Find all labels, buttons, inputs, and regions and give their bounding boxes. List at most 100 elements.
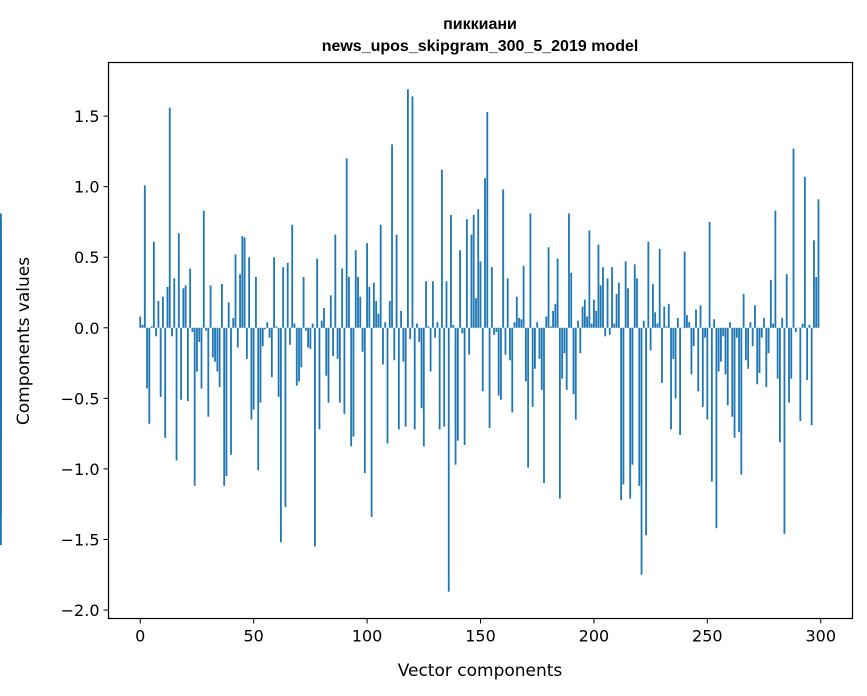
x-tick-label: 250 bbox=[692, 627, 723, 646]
bar bbox=[481, 327, 484, 392]
bar bbox=[143, 185, 146, 328]
bar bbox=[164, 327, 167, 438]
bar bbox=[701, 327, 704, 407]
bar bbox=[717, 327, 720, 372]
bar bbox=[366, 243, 368, 328]
bar bbox=[329, 295, 332, 328]
bar bbox=[799, 327, 802, 421]
bar bbox=[554, 303, 557, 328]
bar bbox=[708, 221, 711, 328]
bar bbox=[422, 327, 425, 447]
bar bbox=[667, 303, 670, 328]
bar bbox=[225, 327, 228, 476]
bar bbox=[293, 323, 296, 328]
plot-frame bbox=[107, 61, 854, 620]
bar bbox=[447, 327, 450, 592]
y-tick-label: 0.0 bbox=[74, 319, 99, 338]
bar bbox=[547, 247, 550, 328]
bar bbox=[241, 236, 244, 328]
bar bbox=[175, 327, 178, 461]
bar bbox=[729, 322, 731, 328]
bar bbox=[570, 272, 573, 328]
bar bbox=[781, 317, 784, 328]
bar bbox=[724, 327, 727, 375]
y-axis-label: Components values bbox=[14, 257, 34, 425]
bar bbox=[683, 251, 686, 328]
bar bbox=[645, 327, 647, 536]
bar bbox=[382, 327, 384, 365]
bar bbox=[289, 327, 291, 345]
bar bbox=[141, 324, 144, 328]
bar bbox=[486, 111, 489, 328]
bar bbox=[679, 327, 682, 436]
bar bbox=[152, 241, 155, 328]
bar bbox=[561, 327, 564, 379]
bar bbox=[697, 327, 700, 392]
bar bbox=[511, 327, 514, 413]
bar bbox=[715, 327, 718, 529]
bar bbox=[663, 306, 666, 328]
bar bbox=[590, 323, 593, 328]
bar bbox=[565, 327, 568, 390]
bar bbox=[640, 327, 643, 575]
bar bbox=[568, 213, 570, 328]
bar bbox=[651, 284, 654, 328]
bar bbox=[810, 327, 813, 426]
bar bbox=[218, 327, 221, 388]
bar bbox=[656, 323, 659, 328]
bar bbox=[465, 219, 468, 328]
bar bbox=[343, 327, 346, 414]
bar bbox=[202, 210, 205, 328]
bar bbox=[348, 277, 350, 328]
bar bbox=[434, 327, 437, 338]
bar bbox=[788, 327, 790, 403]
bar bbox=[504, 327, 507, 355]
y-tick-label: −0.5 bbox=[61, 389, 100, 408]
bar bbox=[558, 327, 561, 499]
bar bbox=[196, 327, 198, 372]
bar bbox=[277, 327, 280, 397]
bar bbox=[674, 327, 677, 399]
bar bbox=[234, 254, 237, 328]
x-tick-label: 50 bbox=[243, 627, 263, 646]
bar bbox=[264, 327, 266, 330]
bar bbox=[379, 224, 382, 328]
bar bbox=[620, 327, 623, 500]
bar bbox=[291, 224, 294, 328]
bar bbox=[404, 327, 407, 427]
bar bbox=[792, 148, 795, 328]
bar bbox=[500, 327, 502, 400]
bar bbox=[813, 240, 815, 328]
bar bbox=[672, 327, 675, 359]
bar bbox=[493, 327, 496, 335]
bar bbox=[747, 327, 750, 369]
bar bbox=[166, 286, 169, 328]
bar bbox=[372, 282, 375, 328]
bar bbox=[180, 327, 182, 400]
bar bbox=[543, 327, 545, 484]
bar bbox=[468, 327, 471, 355]
bar bbox=[350, 327, 353, 447]
bar bbox=[490, 267, 493, 328]
bar bbox=[157, 300, 160, 328]
bar bbox=[506, 278, 509, 328]
chart-title: пиккиани bbox=[443, 16, 517, 33]
bar bbox=[633, 264, 636, 328]
bar bbox=[284, 327, 287, 508]
y-tick-label: −2.0 bbox=[61, 601, 100, 620]
bar bbox=[139, 316, 142, 328]
bar bbox=[325, 327, 328, 376]
y-tick-label: −1.0 bbox=[61, 460, 100, 479]
bar bbox=[186, 327, 189, 402]
bar bbox=[304, 327, 307, 331]
x-tick-label: 100 bbox=[352, 627, 383, 646]
bar bbox=[642, 320, 645, 328]
bar bbox=[785, 274, 788, 328]
x-tick-label: 0 bbox=[135, 627, 145, 646]
bar bbox=[515, 296, 518, 328]
bar bbox=[749, 322, 752, 328]
bar bbox=[177, 233, 180, 328]
bar bbox=[713, 319, 716, 328]
bar bbox=[443, 327, 446, 427]
